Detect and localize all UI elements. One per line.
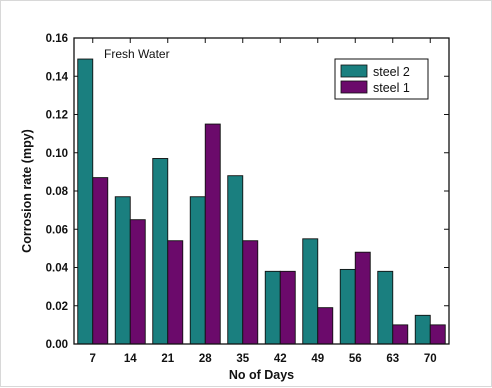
bar-steel-1-35 <box>242 240 259 345</box>
y-axis-title: Corrosion rate (mpy) <box>20 129 34 253</box>
x-tick-label: 28 <box>199 353 212 365</box>
bar-steel-2-63 <box>377 270 394 345</box>
bar-steel-1-63 <box>392 324 409 345</box>
bar-steel-1-28 <box>204 123 221 345</box>
y-tick-label: 0.02 <box>46 301 68 313</box>
bar-steel-2-56 <box>339 268 356 345</box>
y-tick-label: 0.10 <box>46 148 68 160</box>
bar-steel-2-21 <box>152 158 169 345</box>
x-tick-label: 35 <box>236 353 249 365</box>
annotation-fresh-water: Fresh Water <box>104 47 170 61</box>
bar-steel-1-56 <box>354 251 371 345</box>
x-axis-title: No of Days <box>229 368 294 382</box>
bar-steel-2-14 <box>114 196 131 345</box>
legend: steel 2 steel 1 <box>334 58 429 100</box>
y-tick-label: 0.14 <box>46 71 69 83</box>
x-tick-label: 56 <box>349 353 362 365</box>
bar-steel-2-7 <box>77 58 94 345</box>
bar-steel-2-42 <box>264 270 281 345</box>
bar-steel-1-49 <box>317 307 334 345</box>
x-tick-label: 63 <box>386 353 399 365</box>
bar-steel-2-49 <box>302 238 319 345</box>
legend-label-steel-1: steel 1 <box>373 81 410 95</box>
y-tick-label: 0.06 <box>46 224 68 236</box>
bar-steel-1-14 <box>129 219 146 345</box>
x-tick-label: 42 <box>274 353 287 365</box>
legend-swatch-steel-1 <box>340 80 368 94</box>
y-tick-label: 0.12 <box>46 110 68 122</box>
y-tick-label: 0.04 <box>46 263 69 275</box>
bar-steel-2-28 <box>189 196 206 345</box>
bar-steel-1-21 <box>167 240 184 345</box>
x-tick-label: 14 <box>124 353 137 365</box>
legend-label-steel-2: steel 2 <box>373 65 410 79</box>
bars-layer <box>77 58 446 345</box>
labels-layer: 0.00 0.02 0.04 0.06 0.08 0.10 0.12 0.14 0.16 7 14 2… <box>46 33 437 365</box>
plot-area-border <box>73 37 450 345</box>
bar-steel-2-70 <box>414 314 431 345</box>
bar-steel-1-70 <box>429 324 446 345</box>
y-tick-label: 0.08 <box>46 186 69 198</box>
y-tick-label: 0.00 <box>46 339 68 351</box>
bar-steel-1-42 <box>279 270 296 345</box>
x-tick-label: 70 <box>424 353 437 365</box>
x-tick-label: 7 <box>90 353 96 365</box>
bar-steel-1-7 <box>92 177 109 345</box>
y-tick-label: 0.16 <box>46 33 68 45</box>
bar-steel-2-35 <box>227 175 244 345</box>
legend-swatch-steel-2 <box>340 64 368 78</box>
x-tick-label: 21 <box>161 353 174 365</box>
x-tick-label: 49 <box>311 353 324 365</box>
